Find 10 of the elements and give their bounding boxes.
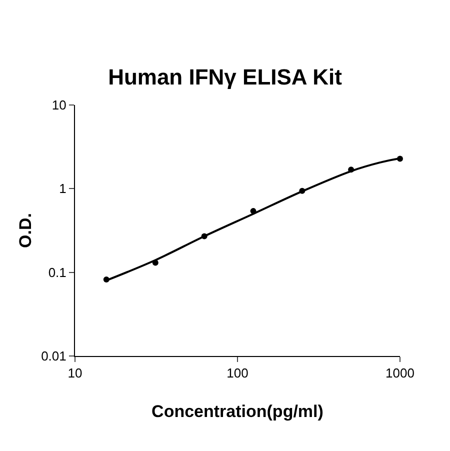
y-tick-label: 0.1	[48, 264, 66, 280]
y-tick-label: 1	[59, 181, 66, 196]
y-tick-label: 10	[52, 98, 66, 113]
x-tick-label: 10	[68, 366, 82, 381]
y-axis-title: O.D.	[16, 213, 35, 248]
x-tick-label: 100	[226, 366, 248, 381]
x-axis-title: Concentration(pg/ml)	[152, 402, 324, 421]
chart-title: Human IFNγ ELISA Kit	[108, 64, 343, 90]
x-tick-label: 1000	[386, 366, 414, 381]
y-tick-label: 0.01	[41, 348, 66, 364]
